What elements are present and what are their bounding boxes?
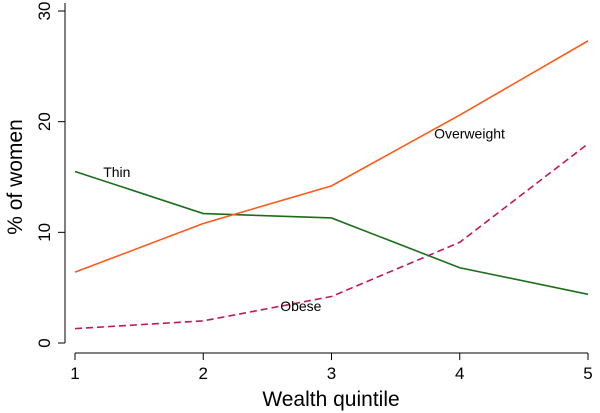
y-tick-label: 20 [35,112,54,131]
y-tick-label: 0 [35,338,54,347]
y-tick-label: 30 [35,2,54,21]
y-axis-title: % of women [4,119,27,235]
x-tick-label: 2 [199,364,208,383]
y-tick-label: 10 [35,223,54,242]
axes [65,3,588,353]
annotation-layer: Thin Overweight Obese [103,125,505,314]
series-layer [75,41,588,329]
series-line-thin [75,171,588,294]
y-ticks: 0 10 20 30 [35,2,65,348]
x-tick-label: 5 [583,364,592,383]
x-axis-title: Wealth quintile [262,388,399,411]
annotation-overweight: Overweight [434,125,505,141]
series-line-obese [75,144,588,329]
x-tick-label: 3 [327,364,336,383]
x-ticks: 1 2 3 4 5 [70,353,592,383]
series-line-overweight [75,41,588,272]
annotation-obese: Obese [280,298,321,314]
annotation-thin: Thin [103,164,130,180]
x-tick-label: 4 [455,364,464,383]
x-tick-label: 1 [70,364,79,383]
